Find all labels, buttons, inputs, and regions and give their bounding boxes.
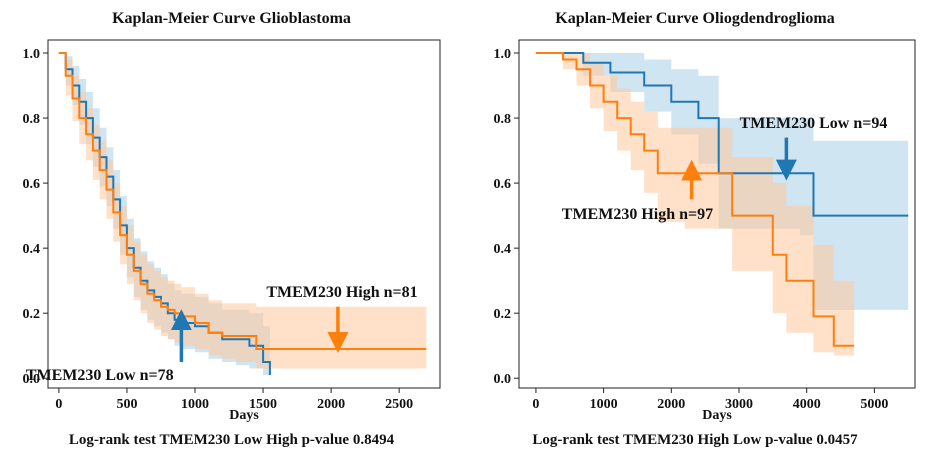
x-tick-label: 1500	[249, 397, 277, 412]
x-tick-label: 4000	[793, 397, 821, 412]
y-tick-label: 0.4	[23, 242, 41, 257]
chart-title: Kaplan-Meier Curve Oliogdendroglioma	[555, 10, 835, 27]
chart-oligodendroglioma: Kaplan-Meier Curve Oliogdendroglioma 0 10…	[463, 0, 927, 456]
annotation-label-low: TMEM230 Low n=78	[26, 367, 174, 384]
survival-line-high	[535, 52, 855, 347]
x-tick-label: 2000	[657, 397, 685, 412]
annotation-label-high: TMEM230 High n=97	[562, 206, 713, 223]
chart-title: Kaplan-Meier Curve Glioblastoma	[112, 10, 351, 27]
annotation-label-low: TMEM230 Low n=94	[740, 115, 888, 132]
x-tick-label: 1000	[590, 397, 618, 412]
plot-area: 0 1000 2000 3000 4000 5000 0.0 0.2 0.4 0.6 0.8 1.0 D…	[494, 39, 916, 423]
survival-line-high	[58, 52, 427, 350]
y-tick-label: 0.8	[23, 112, 41, 127]
logrank-footer: Log-rank test TMEM230 High Low p-value 0…	[532, 432, 858, 448]
x-tick-label: 500	[116, 397, 137, 412]
y-tick-label: 1.0	[494, 47, 512, 62]
x-tick-label: 2500	[385, 397, 413, 412]
y-tick-label: 0.2	[23, 307, 41, 322]
x-tick-label: 0	[532, 397, 539, 412]
y-tick-label: 0.6	[494, 177, 512, 192]
x-tick-label: 2000	[317, 397, 345, 412]
annotation-label-high: TMEM230 High n=81	[266, 284, 417, 301]
y-tick-label: 0.0	[23, 372, 41, 387]
chart-glioblastoma: Kaplan-Meier Curve Glioblastoma 0 500 1000…	[0, 0, 463, 456]
y-tick-label: 0.2	[494, 307, 512, 322]
x-axis-label: Days	[229, 408, 259, 423]
y-tick-label: 0.0	[494, 372, 512, 387]
axes-frame	[518, 39, 916, 389]
logrank-footer: Log-rank test TMEM230 Low High p-value 0…	[68, 432, 395, 448]
y-tick-label: 0.8	[494, 112, 512, 127]
y-tick-label: 0.4	[494, 242, 512, 257]
plot-area: 0 500 1000 1500 2000 2500 0.0 0.2 0.4 0.6 0.8 1.0 Da…	[23, 39, 441, 423]
confidence-band-high	[535, 53, 855, 356]
survival-line-low	[535, 52, 909, 217]
x-tick-label: 3000	[725, 397, 753, 412]
axes-frame	[47, 39, 441, 389]
x-tick-label: 0	[55, 397, 62, 412]
x-axis-label: Days	[702, 408, 732, 423]
y-tick-label: 1.0	[23, 47, 41, 62]
x-tick-label: 1000	[181, 397, 209, 412]
x-tick-label: 5000	[860, 397, 888, 412]
y-tick-label: 0.6	[23, 177, 41, 192]
